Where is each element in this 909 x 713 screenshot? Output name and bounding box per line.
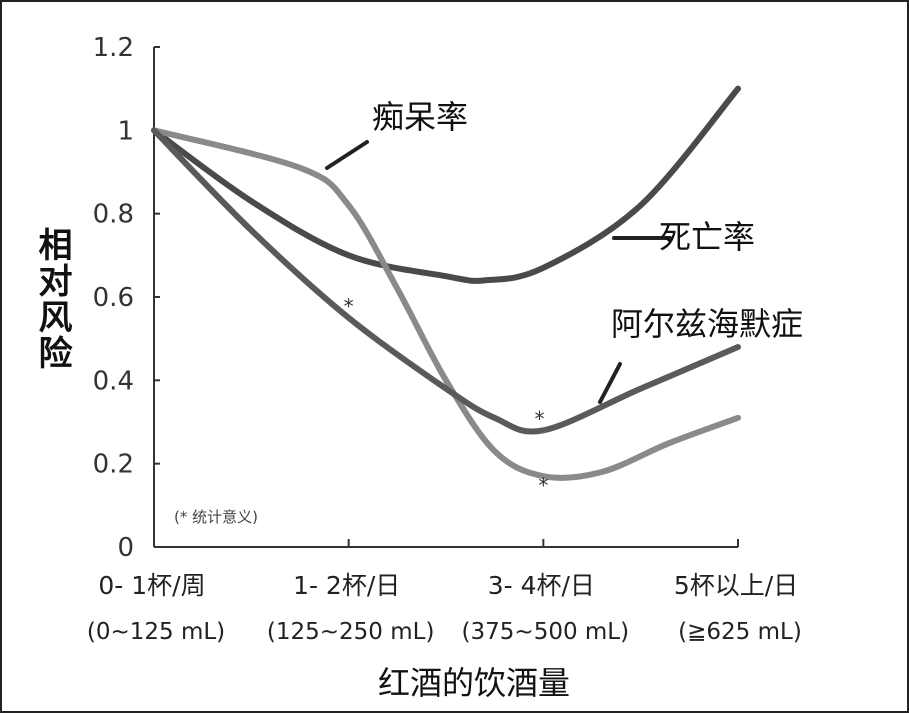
series-label-dementia: 痴呆率 — [372, 98, 468, 136]
x-tick-sublabel: (375~500 mL) — [462, 619, 630, 645]
series-label-mortality: 死亡率 — [659, 218, 755, 256]
y-tick-label: 0.6 — [93, 283, 134, 313]
x-tick-sublabel: (≧625 mL) — [678, 619, 802, 645]
significance-asterisk: * — [538, 474, 548, 498]
y-tick-label: 0.2 — [93, 450, 134, 480]
series-label-alzheimers: 阿尔兹海默症 — [611, 305, 803, 343]
y-tick-label: 1.2 — [93, 33, 134, 63]
x-axis-title: 红酒的饮酒量 — [378, 664, 570, 702]
series-line-alzheimers — [151, 127, 741, 435]
x-tick-label: 3- 4杯/日 — [488, 571, 595, 600]
significance-asterisk: * — [344, 294, 354, 318]
y-tick-label: 1 — [117, 116, 134, 146]
series-leader-dementia — [325, 140, 369, 170]
x-tick-sublabel: (0~125 mL) — [87, 619, 225, 645]
significance-note: (* 统计意义) — [174, 508, 258, 526]
series-line-dementia — [151, 127, 741, 481]
x-tick-label: 0- 1杯/周 — [98, 571, 205, 600]
series-line-mortality — [151, 85, 741, 284]
x-tick-label: 1- 2杯/日 — [293, 571, 400, 600]
x-tick-label: 5杯以上/日 — [674, 571, 798, 600]
y-tick-label: 0.4 — [93, 366, 134, 396]
y-axis-title: 相对风险 — [32, 227, 72, 371]
series-leader-alzheimers — [598, 362, 622, 404]
x-tick-sublabel: (125~250 mL) — [267, 619, 435, 645]
significance-asterisk: * — [534, 407, 544, 431]
y-tick-label: 0.8 — [93, 200, 134, 230]
y-tick-label: 0 — [117, 533, 134, 563]
